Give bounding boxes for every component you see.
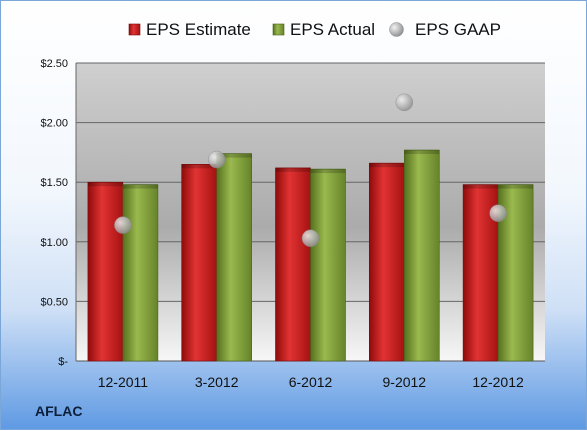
bar-top-shade	[275, 167, 311, 172]
point-eps-gaap	[395, 93, 414, 112]
bar-top-shade	[404, 150, 440, 155]
y-tick-label: $0.50	[40, 296, 68, 308]
x-axis-ticks: 12-2011 3-2012 6-2012 9-2012 12-2012	[98, 374, 524, 390]
bar-top-shade	[181, 164, 217, 169]
y-tick-label: $1.50	[40, 177, 68, 189]
bar-eps-estimate	[87, 181, 124, 362]
bar-top-shade	[87, 182, 123, 187]
y-tick-label: $-	[58, 356, 68, 368]
y-tick-label: $2.50	[40, 58, 68, 70]
legend-swatch	[128, 23, 141, 36]
bar-eps-estimate	[275, 167, 311, 362]
bar-top-shade	[310, 169, 346, 174]
x-tick-label: 12-2012	[472, 374, 524, 390]
bar-top-shade	[216, 153, 252, 158]
point-eps-gaap	[114, 216, 132, 234]
bar-eps-actual	[122, 184, 159, 362]
company-label: AFLAC	[35, 403, 83, 419]
point-eps-gaap	[301, 229, 320, 247]
legend-label: EPS Estimate	[146, 20, 251, 39]
y-tick-label: $2.00	[40, 118, 68, 130]
gaap-points	[114, 93, 507, 247]
point-eps-gaap	[207, 150, 226, 169]
legend: EPS Estimate EPS Actual EPS GAAP	[128, 20, 501, 39]
y-tick-label: $1.00	[40, 237, 68, 249]
bar-eps-actual	[403, 149, 440, 362]
bars	[87, 149, 534, 362]
bar-eps-actual	[216, 153, 252, 362]
bar-top-shade	[463, 184, 499, 189]
legend-label: EPS Actual	[290, 20, 375, 39]
x-tick-label: 3-2012	[195, 374, 239, 390]
legend-swatch	[272, 23, 285, 36]
x-tick-label: 9-2012	[383, 374, 427, 390]
bar-top-shade	[498, 184, 534, 189]
x-tick-label: 6-2012	[289, 374, 333, 390]
bar-top-shade	[122, 184, 158, 189]
legend-label: EPS GAAP	[415, 20, 501, 39]
bar-top-shade	[369, 163, 405, 168]
bar-eps-actual	[310, 168, 346, 362]
bar-eps-estimate	[181, 164, 217, 362]
y-axis-ticks: $- $0.50 $1.00 $1.50 $2.00 $2.50	[40, 58, 68, 368]
point-eps-gaap	[489, 204, 507, 222]
bar-eps-estimate	[368, 162, 405, 362]
x-tick-label: 12-2011	[98, 374, 149, 390]
legend-swatch	[389, 22, 404, 37]
